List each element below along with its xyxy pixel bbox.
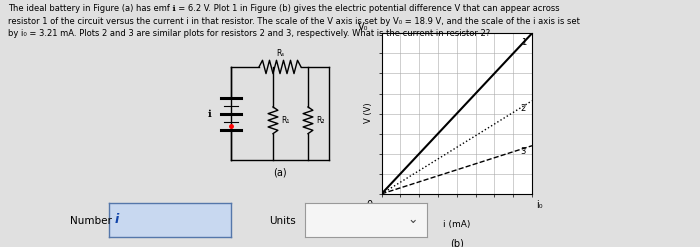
Text: (b): (b)	[450, 239, 463, 247]
Text: 2: 2	[521, 103, 526, 113]
Text: The ideal battery in Figure (a) has emf ℹ = 6.2 V. Plot 1 in Figure (b) gives th: The ideal battery in Figure (a) has emf …	[8, 4, 580, 38]
Text: V (V): V (V)	[365, 102, 373, 123]
Text: i: i	[115, 213, 119, 226]
Text: i₀: i₀	[536, 200, 543, 210]
Text: Rₛ: Rₛ	[276, 49, 284, 58]
Text: Number: Number	[70, 216, 112, 226]
Text: 1: 1	[521, 38, 526, 47]
Text: i (mA): i (mA)	[443, 220, 470, 228]
Text: R₁: R₁	[281, 116, 290, 125]
Text: 3: 3	[521, 147, 526, 156]
Text: (a): (a)	[273, 168, 287, 178]
Text: R₂: R₂	[316, 116, 325, 125]
Text: Units: Units	[270, 216, 296, 226]
Text: ⌄: ⌄	[407, 213, 417, 226]
Text: 0: 0	[366, 200, 372, 210]
Text: ℹ: ℹ	[208, 109, 212, 119]
Text: V₀: V₀	[358, 22, 369, 32]
